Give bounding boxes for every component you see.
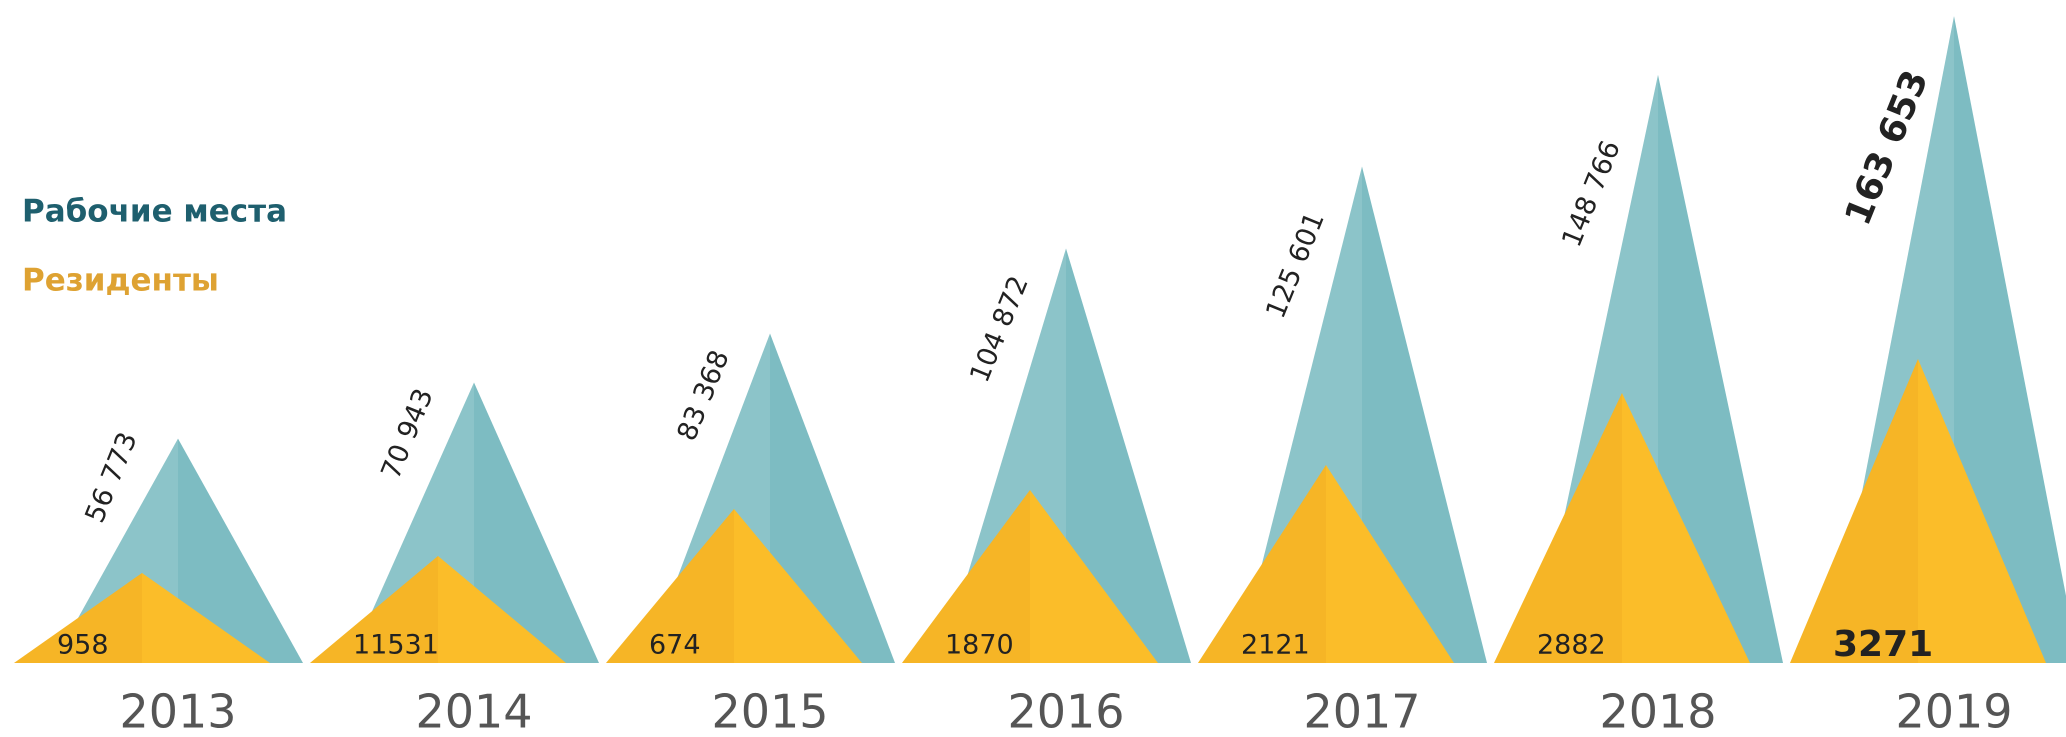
residents-value-label: 2882 (1537, 630, 1606, 661)
residents-triangle (902, 490, 1158, 663)
residents-value-label: 2121 (1241, 630, 1310, 661)
year-label: 2017 (1303, 685, 1420, 737)
residents-triangle (1198, 465, 1454, 663)
residents-value-label: 958 (57, 630, 109, 661)
legend-residents: Резиденты (22, 263, 219, 299)
residents-value-label: 1870 (945, 630, 1014, 661)
jobs-value-label: 70 943 (376, 384, 440, 483)
residents-triangle (1790, 359, 2046, 663)
year-label: 2015 (711, 685, 828, 737)
residents-shade (14, 573, 142, 663)
jobs-value-label: 148 766 (1556, 136, 1627, 251)
year-label: 2018 (1599, 685, 1716, 737)
residents-triangle (606, 509, 862, 663)
jobs-value-label: 83 368 (672, 346, 736, 445)
year-label: 2016 (1007, 685, 1124, 737)
residents-shade (1494, 393, 1622, 663)
jobs-value-label: 125 601 (1260, 208, 1331, 323)
residents-shade (1790, 359, 1918, 663)
year-label: 2013 (119, 685, 236, 737)
residents-shade (1198, 465, 1326, 663)
residents-value-label: 674 (649, 630, 701, 661)
residents-shade (902, 490, 1030, 663)
residents-shade (606, 509, 734, 663)
residents-value-label: 3271 (1833, 624, 1933, 665)
residents-triangle (14, 573, 270, 663)
residents-value-label: 11531 (353, 630, 439, 661)
jobs-value-label: 56 773 (80, 428, 144, 527)
year-label: 2019 (1895, 685, 2012, 737)
jobs-value-label: 104 872 (964, 272, 1035, 387)
residents-triangle (1494, 393, 1750, 663)
year-label: 2014 (415, 685, 532, 737)
residents-shade (310, 556, 438, 663)
legend-jobs: Рабочие места (22, 194, 287, 230)
residents-triangle (310, 556, 566, 663)
